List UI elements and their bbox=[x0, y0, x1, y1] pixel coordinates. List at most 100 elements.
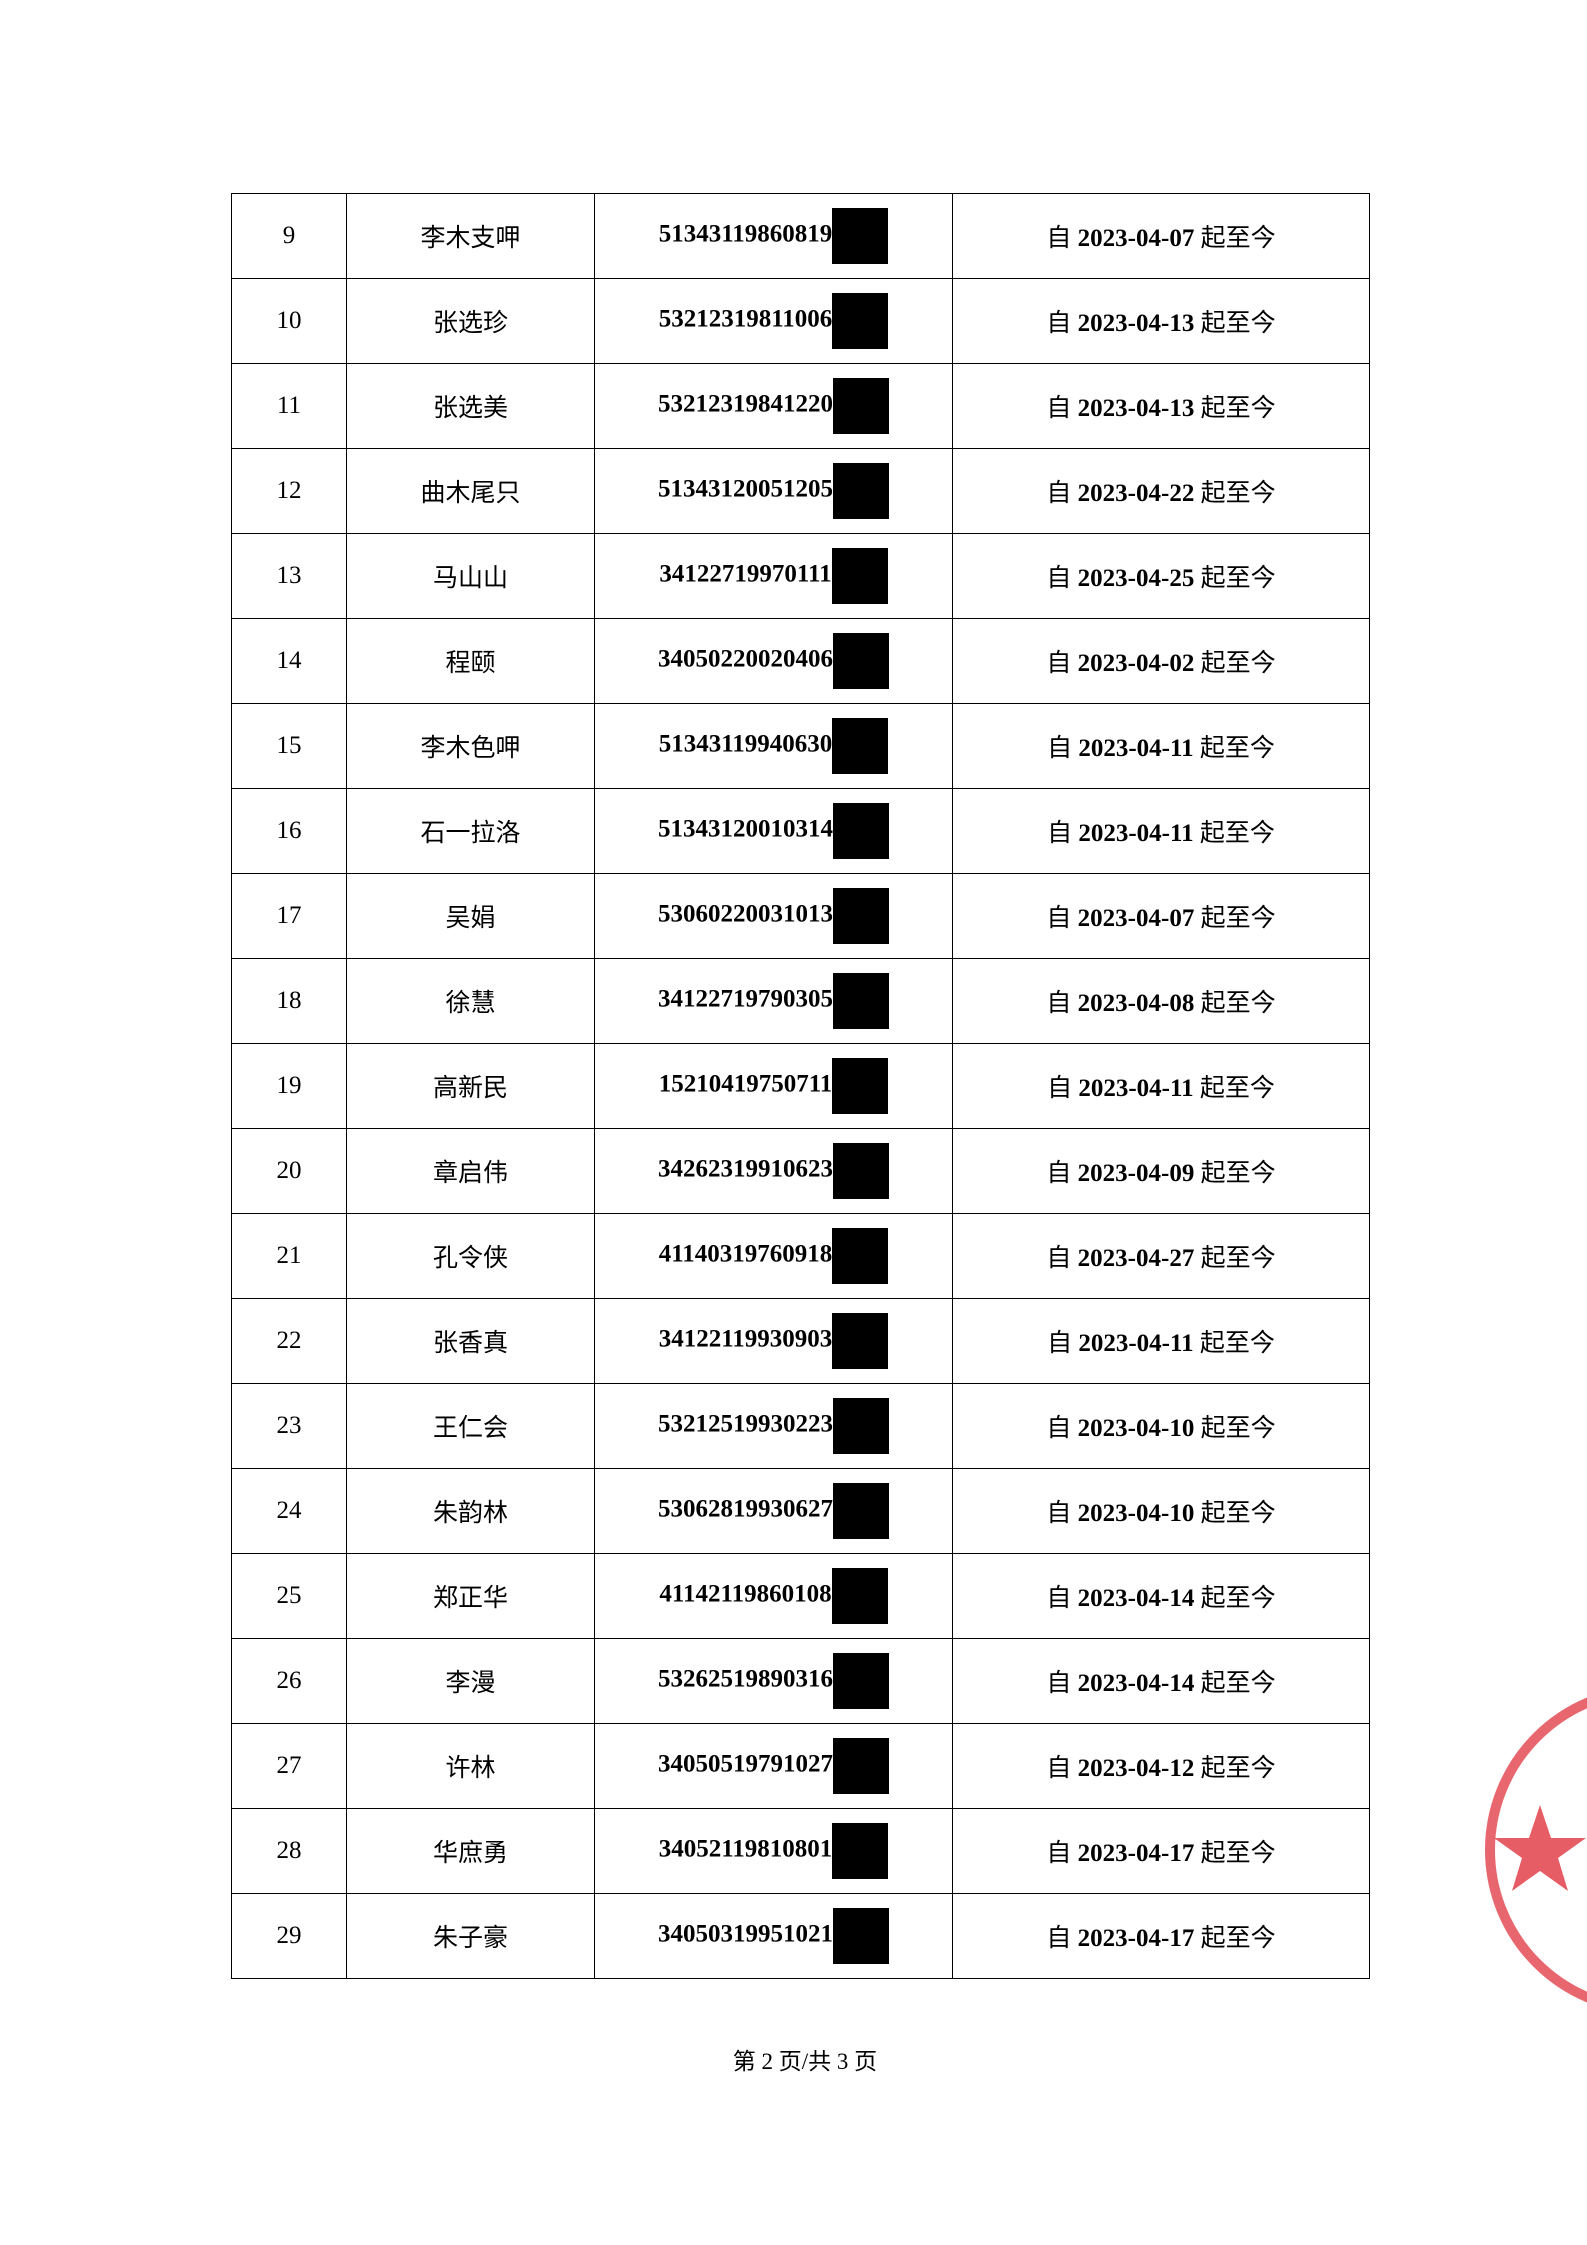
row-number: 13 bbox=[231, 533, 347, 619]
date-part: 2023-04-09 bbox=[1077, 1160, 1201, 1187]
date-range: 自 2023-04-14 起至今 bbox=[952, 1638, 1370, 1724]
date-part: 自 bbox=[1046, 1245, 1078, 1272]
id-number: 51343120010314 bbox=[594, 788, 953, 874]
date-part: 自 bbox=[1046, 1500, 1078, 1527]
date-part: 2023-04-02 bbox=[1077, 650, 1201, 677]
date-part: 2023-04-22 bbox=[1077, 480, 1201, 507]
date-part: 自 bbox=[1046, 1415, 1078, 1442]
redaction bbox=[833, 1653, 889, 1709]
date-part: 自 bbox=[1047, 1075, 1079, 1102]
date-part: 自 bbox=[1046, 1160, 1078, 1187]
date-range: 自 2023-04-22 起至今 bbox=[952, 448, 1370, 534]
date-part: 2023-04-27 bbox=[1077, 1245, 1201, 1272]
date-range: 自 2023-04-11 起至今 bbox=[952, 1043, 1370, 1129]
redaction bbox=[833, 1908, 889, 1964]
id-text: 51343119940630 bbox=[658, 730, 833, 758]
id-text: 34052119810801 bbox=[658, 1835, 833, 1863]
id-number: 53212319811006 bbox=[594, 278, 953, 364]
person-name: 张香真 bbox=[346, 1298, 595, 1384]
row-number: 20 bbox=[231, 1128, 347, 1214]
id-number: 34050220020406 bbox=[594, 618, 953, 704]
person-name: 章启伟 bbox=[346, 1128, 595, 1214]
table-row: 26 李漫 53262519890316 自 2023-04-14 起至今 bbox=[231, 1638, 1370, 1724]
row-number: 11 bbox=[231, 363, 347, 449]
date-part: 自 bbox=[1046, 225, 1078, 252]
id-text: 34122119930903 bbox=[658, 1325, 833, 1353]
date-part: 2023-04-11 bbox=[1078, 735, 1200, 762]
id-text: 41142119860108 bbox=[659, 1580, 832, 1608]
id-number: 34122719790305 bbox=[594, 958, 953, 1044]
date-part: 自 bbox=[1046, 1670, 1078, 1697]
id-text: 51343120010314 bbox=[658, 815, 833, 843]
id-number: 53212319841220 bbox=[594, 363, 953, 449]
id-text: 15210419750711 bbox=[658, 1070, 833, 1098]
id-number: 41140319760918 bbox=[594, 1213, 953, 1299]
id-text: 51343120051205 bbox=[658, 475, 833, 503]
row-number: 14 bbox=[231, 618, 347, 704]
date-part: 自 bbox=[1046, 310, 1078, 337]
id-number: 53062819930627 bbox=[594, 1468, 953, 1554]
date-part: 2023-04-08 bbox=[1077, 990, 1201, 1017]
date-range: 自 2023-04-14 起至今 bbox=[952, 1553, 1370, 1639]
date-range: 自 2023-04-10 起至今 bbox=[952, 1383, 1370, 1469]
date-part: 2023-04-13 bbox=[1077, 395, 1201, 422]
date-part: 起至今 bbox=[1200, 1415, 1276, 1442]
date-part: 起至今 bbox=[1200, 1585, 1276, 1612]
id-number: 34052119810801 bbox=[594, 1808, 953, 1894]
date-part: 起至今 bbox=[1200, 480, 1276, 507]
date-part: 2023-04-10 bbox=[1077, 1415, 1201, 1442]
date-range: 自 2023-04-02 起至今 bbox=[952, 618, 1370, 704]
table-row: 9 李木支呷 51343119860819 自 2023-04-07 起至今 bbox=[231, 193, 1370, 279]
id-number: 51343119940630 bbox=[594, 703, 953, 789]
redaction bbox=[833, 1483, 889, 1539]
date-part: 起至今 bbox=[1199, 735, 1275, 762]
person-name: 高新民 bbox=[346, 1043, 595, 1129]
date-range: 自 2023-04-10 起至今 bbox=[952, 1468, 1370, 1554]
id-number: 51343119860819 bbox=[594, 193, 953, 279]
id-number: 41142119860108 bbox=[594, 1553, 953, 1639]
table-row: 17 吴娟 53060220031013 自 2023-04-07 起至今 bbox=[231, 873, 1370, 959]
page-footer: 第 2 页/共 3 页 bbox=[732, 2049, 878, 2074]
date-part: 起至今 bbox=[1200, 1755, 1276, 1782]
date-part: 自 bbox=[1046, 1840, 1078, 1867]
date-part: 2023-04-13 bbox=[1077, 310, 1201, 337]
date-part: 自 bbox=[1046, 990, 1078, 1017]
id-number: 53060220031013 bbox=[594, 873, 953, 959]
redaction bbox=[832, 718, 889, 774]
id-text: 53212319841220 bbox=[658, 390, 833, 418]
table-row: 10 张选珍 53212319811006 自 2023-04-13 起至今 bbox=[231, 278, 1370, 364]
id-text: 34262319910623 bbox=[658, 1155, 833, 1183]
redaction bbox=[831, 1568, 888, 1624]
date-part: 起至今 bbox=[1200, 310, 1276, 337]
date-part: 自 bbox=[1046, 650, 1078, 677]
row-number: 15 bbox=[231, 703, 347, 789]
id-number: 53212519930223 bbox=[594, 1383, 953, 1469]
id-text: 53212319811006 bbox=[658, 305, 833, 333]
seal bbox=[1485, 1697, 1587, 2003]
date-range: 自 2023-04-08 起至今 bbox=[952, 958, 1370, 1044]
id-number: 34122119930903 bbox=[594, 1298, 953, 1384]
table-row: 21 孔令侠 41140319760918 自 2023-04-27 起至今 bbox=[231, 1213, 1370, 1299]
id-text: 34122719970111 bbox=[659, 560, 832, 588]
person-name: 许林 bbox=[346, 1723, 595, 1809]
row-number: 25 bbox=[231, 1553, 347, 1639]
redaction bbox=[833, 888, 889, 944]
person-name: 朱子豪 bbox=[346, 1893, 595, 1979]
row-number: 18 bbox=[231, 958, 347, 1044]
date-part: 2023-04-25 bbox=[1077, 565, 1201, 592]
date-part: 2023-04-11 bbox=[1078, 1075, 1200, 1102]
redaction bbox=[833, 1738, 889, 1794]
date-part: 起至今 bbox=[1199, 1075, 1275, 1102]
date-range: 自 2023-04-13 起至今 bbox=[952, 363, 1370, 449]
person-name: 马山山 bbox=[346, 533, 595, 619]
date-part: 2023-04-11 bbox=[1078, 1330, 1200, 1357]
table-row: 11 张选美 53212319841220 自 2023-04-13 起至今 bbox=[231, 363, 1370, 449]
date-part: 自 bbox=[1047, 820, 1079, 847]
date-range: 自 2023-04-11 起至今 bbox=[952, 788, 1370, 874]
date-part: 自 bbox=[1047, 1330, 1079, 1357]
table-row: 20 章启伟 34262319910623 自 2023-04-09 起至今 bbox=[231, 1128, 1370, 1214]
seal-ring bbox=[1485, 1697, 1587, 2003]
redaction bbox=[831, 548, 888, 604]
seal-star bbox=[1494, 1805, 1586, 1891]
id-text: 34050319951021 bbox=[658, 1920, 833, 1948]
